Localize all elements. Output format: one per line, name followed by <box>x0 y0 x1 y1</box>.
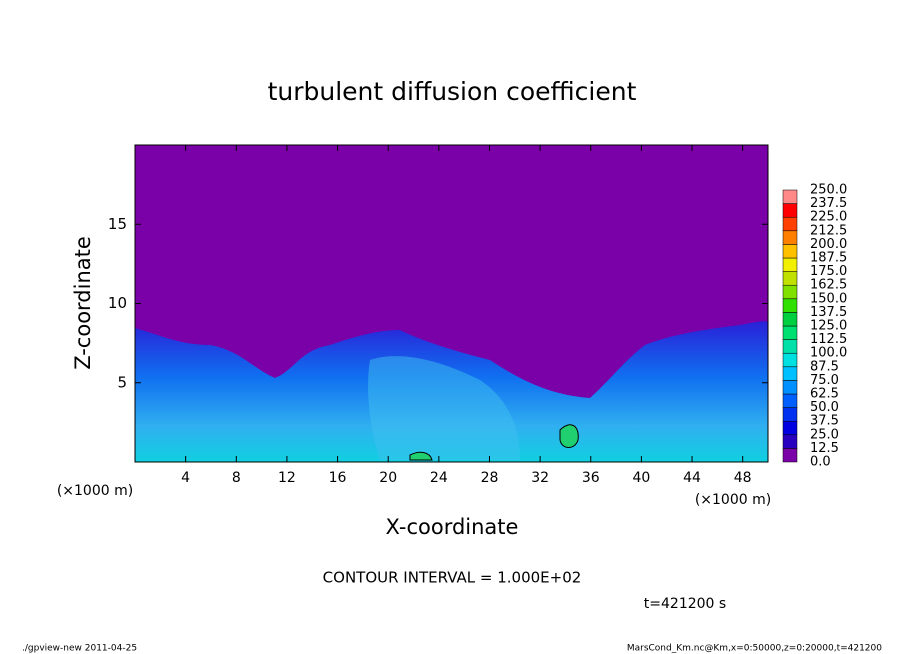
colorbar-label: 75.0 <box>810 373 839 388</box>
colorbar-label: 225.0 <box>810 210 847 225</box>
x-tick-label: 40 <box>632 470 650 486</box>
colorbar-label: 137.5 <box>810 305 847 320</box>
x-unit-label: (×1000 m) <box>57 483 133 499</box>
colorbar-label: 12.5 <box>810 441 839 456</box>
colorbar-label: 125.0 <box>810 319 847 334</box>
colorbar-label: 200.0 <box>810 237 847 252</box>
colorbar-box <box>782 420 798 436</box>
colorbar-label: 100.0 <box>810 346 847 361</box>
colorbar-label: 37.5 <box>810 414 839 429</box>
colorbar-box <box>782 325 798 340</box>
colorbar-label: 150.0 <box>810 291 847 306</box>
colorbar-label: 237.5 <box>810 196 847 211</box>
colorbar-box <box>782 339 798 354</box>
colorbar-box <box>782 380 798 395</box>
x-tick-label: 20 <box>379 470 397 486</box>
colorbar-box <box>782 230 798 245</box>
y-tick-label: 10 <box>108 294 127 312</box>
x-tick-label: 12 <box>278 470 296 486</box>
x-tick-label: 8 <box>232 470 241 486</box>
colorbar-label: 62.5 <box>810 387 839 402</box>
footer-left: ./gpview-new 2011-04-25 <box>22 644 137 654</box>
colorbar-label: 250.0 <box>810 183 847 198</box>
x-tick-label: 36 <box>582 470 600 486</box>
colorbar-label: 112.5 <box>810 332 847 347</box>
x-axis-label: X-coordinate <box>386 515 519 539</box>
x-tick-label: 32 <box>531 470 549 486</box>
x-tick-label: 28 <box>481 470 499 486</box>
colorbar-box <box>782 257 798 272</box>
x-tick-label: 24 <box>430 470 448 486</box>
colorbar-label: 175.0 <box>810 264 847 279</box>
x-tick-label: 44 <box>683 470 701 486</box>
colorbar-box <box>782 244 798 259</box>
y-axis-label: Z-coordinate <box>71 236 95 370</box>
colorbar-box <box>782 203 798 218</box>
x-tick-label: 16 <box>329 470 347 486</box>
colorbar-box <box>782 216 798 232</box>
colorbar-label: 0.0 <box>810 455 831 470</box>
colorbar-label: 187.5 <box>810 251 847 266</box>
colorbar-box <box>782 271 798 286</box>
y-tick-label: 15 <box>108 215 127 233</box>
colorbar-box <box>782 407 798 422</box>
colorbar-box <box>782 434 798 449</box>
field-shading <box>135 145 768 462</box>
colorbar-box <box>782 298 798 313</box>
x-tick-label: 4 <box>181 470 190 486</box>
colorbar-label: 212.5 <box>810 223 847 238</box>
colorbar-label: 25.0 <box>810 427 839 442</box>
colorbar-box <box>782 189 798 204</box>
x-tick-label: 48 <box>734 470 752 486</box>
colorbar-label: 50.0 <box>810 400 839 415</box>
colorbar-label: 162.5 <box>810 278 847 293</box>
y-tick-label: 5 <box>117 373 127 391</box>
colorbar-box <box>782 448 798 463</box>
x-unit-label: (×1000 m) <box>695 492 771 508</box>
colorbar-box <box>782 366 798 381</box>
colorbar-box <box>782 352 798 368</box>
time-label: t=421200 s <box>644 596 726 612</box>
colorbar-box <box>782 393 798 408</box>
footer-right: MarsCond_Km.nc@Km,x=0:50000,z=0:20000,t=… <box>627 644 882 654</box>
colorbar-box <box>782 284 798 300</box>
colorbar-box <box>782 312 798 327</box>
colorbar-label: 87.5 <box>810 359 839 374</box>
chart-title: turbulent diffusion coefficient <box>268 77 637 106</box>
contour-interval: CONTOUR INTERVAL = 1.000E+02 <box>323 569 582 587</box>
